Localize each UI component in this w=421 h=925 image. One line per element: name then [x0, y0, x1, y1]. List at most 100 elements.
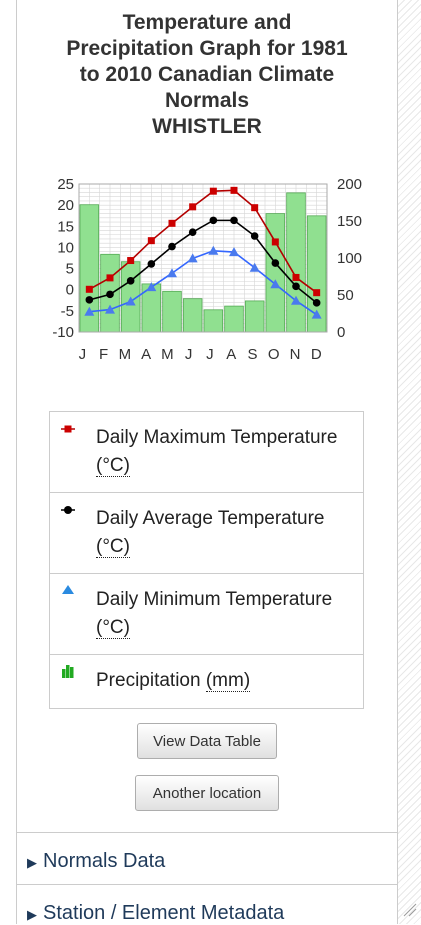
legend-max-marker	[50, 412, 88, 492]
month-label: F	[99, 346, 108, 363]
min-temp-point	[311, 309, 322, 319]
min-temp-point	[146, 282, 157, 292]
month-label: S	[247, 346, 257, 363]
legend-item-max: Daily Maximum Temperature (°C)	[50, 412, 363, 492]
right-tick-label: 50	[337, 287, 354, 304]
legend-max-label: Daily Maximum Temperature	[96, 427, 338, 448]
left-tick-label: 10	[57, 239, 74, 256]
right-tick-label: 0	[337, 324, 345, 341]
title-line: to 2010 Canadian Climate	[79, 63, 335, 86]
legend-precip-marker	[50, 655, 88, 708]
min-temp-point	[208, 245, 219, 255]
max-temp-point	[271, 238, 279, 246]
chart-title: Temperature and Precipitation Graph for …	[16, 10, 398, 140]
chart-legend: Daily Maximum Temperature (°C) Daily Ave…	[49, 411, 364, 709]
left-tick-label: 0	[66, 282, 74, 299]
page-gutter	[398, 0, 421, 924]
min-temp-point	[187, 253, 198, 263]
left-tick-label: 25	[57, 176, 74, 193]
legend-max-unit: (°C)	[96, 455, 130, 477]
right-tick-label: 150	[337, 213, 362, 230]
legend-min-marker	[50, 574, 88, 654]
month-label: O	[268, 346, 280, 363]
legend-precip-label: Precipitation	[96, 670, 201, 691]
avg-temp-point	[292, 282, 300, 291]
resize-handle-icon[interactable]	[400, 900, 418, 918]
avg-temp-point	[271, 259, 280, 267]
max-temp-point	[127, 257, 135, 265]
avg-temp-point	[126, 277, 135, 285]
max-temp-point	[209, 187, 217, 195]
max-temp-point	[168, 219, 176, 227]
right-tick-label: 100	[337, 250, 362, 267]
avg-temp-point	[209, 216, 218, 225]
legend-avg-unit: (°C)	[96, 536, 130, 558]
month-label: N	[290, 346, 301, 363]
min-temp-point	[84, 306, 95, 316]
avg-temp-point	[85, 296, 94, 304]
month-label: M	[119, 346, 132, 363]
graph-panel	[16, 0, 398, 924]
avg-temp-point	[250, 232, 259, 240]
min-temp-point	[291, 295, 301, 305]
title-line: WHISTLER	[152, 115, 262, 138]
max-temp-point	[251, 204, 259, 212]
max-temp-point	[189, 203, 197, 211]
expand-arrow-icon: ▶	[27, 855, 37, 870]
month-label: A	[141, 346, 151, 363]
month-label: M	[161, 346, 174, 363]
max-temp-point	[106, 274, 114, 282]
precipitation-bar	[244, 300, 265, 333]
right-tick-label: 200	[337, 176, 362, 193]
legend-item-avg: Daily Average Temperature (°C)	[50, 492, 363, 573]
min-temp-point	[125, 296, 136, 306]
station-metadata-section[interactable]: ▶ Station / Element Metadata	[17, 884, 397, 925]
another-location-button[interactable]: Another location	[135, 775, 279, 811]
left-tick-label: 5	[66, 261, 74, 278]
left-tick-label: -10	[52, 324, 74, 341]
title-line: Normals	[164, 89, 250, 112]
month-label: A	[226, 346, 236, 363]
avg-temp-point	[106, 290, 114, 299]
left-tick-label: -5	[61, 303, 74, 320]
month-label: J	[185, 346, 193, 363]
min-temp-point	[105, 304, 115, 314]
max-temp-point	[313, 289, 321, 297]
month-label: J	[79, 346, 87, 363]
month-label: J	[206, 346, 214, 363]
normals-data-section[interactable]: ▶ Normals Data	[17, 832, 397, 885]
avg-temp-point	[312, 299, 321, 307]
title-line: Precipitation Graph for 1981	[66, 37, 348, 60]
legend-min-unit: (°C)	[96, 617, 130, 639]
expand-arrow-icon: ▶	[27, 907, 37, 922]
station-metadata-label: Station / Element Metadata	[43, 902, 285, 924]
legend-avg-label: Daily Average Temperature	[96, 508, 325, 529]
avg-temp-point	[230, 216, 238, 225]
min-temp-point	[249, 262, 260, 272]
avg-temp-point	[188, 228, 197, 237]
precipitation-bar	[203, 309, 224, 333]
min-temp-point	[270, 279, 281, 289]
precipitation-bar	[182, 298, 203, 333]
legend-precip-unit: (mm)	[205, 670, 251, 692]
view-data-table-button[interactable]: View Data Table	[137, 723, 277, 759]
month-label: D	[311, 346, 322, 363]
max-temp-point	[85, 285, 93, 293]
left-tick-label: 20	[57, 197, 74, 214]
avg-temp-point	[147, 260, 156, 268]
legend-min-label: Daily Minimum Temperature	[96, 589, 333, 610]
avg-temp-point	[168, 242, 176, 251]
series-line	[89, 219, 318, 304]
min-temp-point	[167, 268, 177, 278]
normals-data-label: Normals Data	[43, 850, 166, 872]
max-temp-point	[230, 186, 238, 194]
legend-avg-marker	[50, 493, 88, 573]
precipitation-bar	[162, 290, 182, 333]
legend-item-min: Daily Minimum Temperature (°C)	[50, 573, 363, 654]
max-temp-point	[292, 273, 300, 281]
legend-item-precip: Precipitation (mm)	[50, 654, 363, 708]
plot-border	[78, 183, 328, 333]
min-temp-point	[229, 247, 239, 257]
title-line: Temperature and	[122, 11, 292, 34]
